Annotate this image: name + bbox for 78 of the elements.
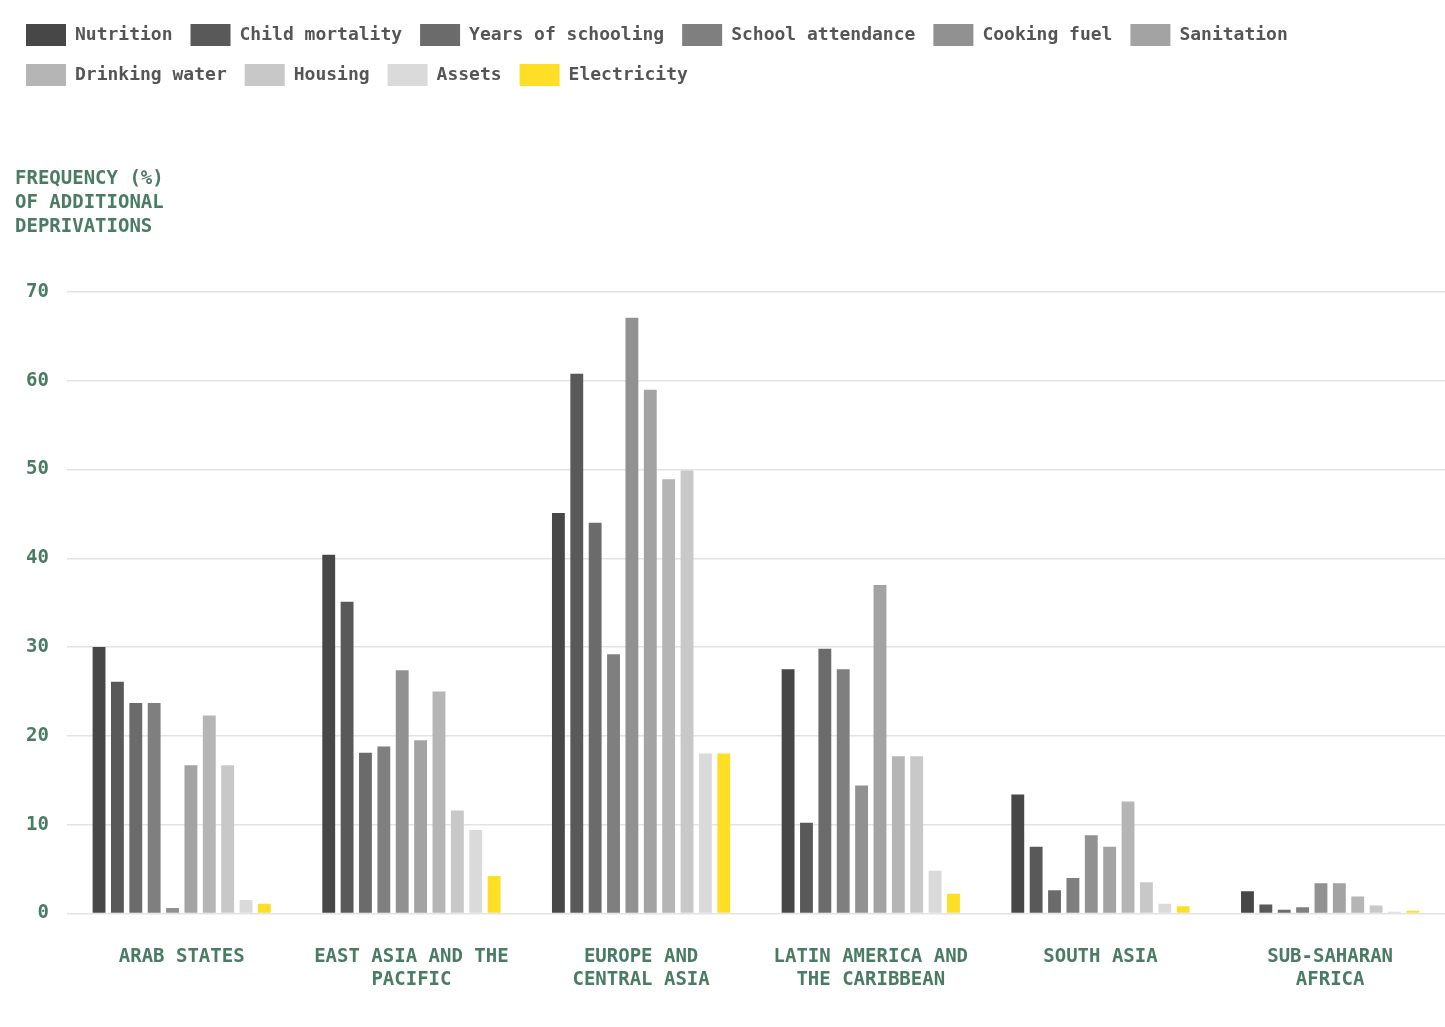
bar (836, 669, 850, 913)
bar (1314, 883, 1328, 913)
bar (1103, 846, 1117, 913)
bar (184, 765, 198, 913)
legend-label: Assets (436, 62, 502, 84)
bar (607, 654, 620, 913)
y-tick-label: 50 (25, 456, 49, 479)
bar (588, 522, 602, 913)
bar (1259, 904, 1273, 913)
bar (110, 681, 124, 913)
legend-label: Cooking fuel (982, 22, 1113, 44)
bar (891, 756, 905, 913)
bar (359, 752, 372, 913)
bar (680, 470, 694, 913)
bar (625, 317, 639, 913)
bar (1011, 794, 1025, 913)
bar (717, 753, 731, 913)
bar (147, 703, 161, 913)
legend-label: Sanitation (1179, 22, 1288, 44)
bar (873, 584, 887, 913)
y-tick-label: 70 (25, 278, 49, 301)
bar (781, 669, 795, 913)
bar (947, 893, 960, 913)
legend-label: Years of schooling (469, 22, 665, 44)
legend-label: Nutrition (75, 22, 173, 44)
bar (1121, 801, 1135, 913)
y-tick-label: 30 (25, 634, 49, 657)
y-tick-label: 10 (25, 811, 49, 834)
x-tick-label: ARAB STATES (118, 943, 245, 966)
y-tick-label: 20 (25, 722, 49, 745)
bar (1139, 882, 1153, 913)
bar (1029, 846, 1043, 913)
bar (129, 703, 143, 913)
bar (910, 756, 924, 913)
bar (1241, 891, 1254, 913)
legend-label: Electricity (568, 62, 688, 84)
bar (662, 479, 676, 913)
bar (551, 513, 565, 913)
legend-label: School attendance (731, 22, 916, 44)
bar (1369, 905, 1383, 913)
bar (395, 670, 409, 913)
y-tick-label: 40 (25, 545, 49, 568)
bar (377, 746, 391, 913)
bar (643, 389, 657, 913)
bar (1332, 883, 1346, 913)
bar (340, 601, 354, 913)
bar (450, 810, 464, 913)
x-tick-label: SUB-SAHARAN AFRICA (1267, 943, 1394, 989)
bar (1084, 835, 1098, 913)
bar (1296, 907, 1310, 913)
x-tick-label: LATIN AMERICA AND THE CARIBBEAN (773, 943, 969, 989)
y-axis-title: FREQUENCY (%) OF ADDITIONAL DEPRIVATIONS (15, 165, 165, 237)
legend-label: Housing (293, 62, 370, 84)
bar (414, 740, 428, 913)
bar (1176, 906, 1190, 913)
y-tick-label: 60 (25, 367, 49, 390)
y-tick-label: 0 (37, 900, 49, 923)
legend-label: Drinking water (75, 62, 227, 84)
bar (570, 373, 584, 913)
bar (1277, 909, 1291, 913)
bar (800, 822, 813, 913)
bar (166, 908, 179, 913)
x-tick-label: SOUTH ASIA (1043, 943, 1159, 966)
bar (322, 554, 336, 913)
bar (487, 876, 501, 913)
bar (257, 903, 271, 913)
bar (221, 765, 235, 913)
legend-label: Child mortality (239, 22, 403, 44)
bar (1351, 896, 1365, 913)
bar (1048, 890, 1061, 913)
bar (818, 648, 832, 913)
bar (855, 785, 869, 913)
x-tick-label: EUROPE AND CENTRAL ASIA (572, 943, 711, 989)
bar (92, 647, 106, 913)
bar (432, 691, 446, 913)
bar (1066, 877, 1080, 913)
x-tick-label: EAST ASIA AND THE PACIFIC (314, 943, 509, 989)
bar (202, 715, 216, 913)
